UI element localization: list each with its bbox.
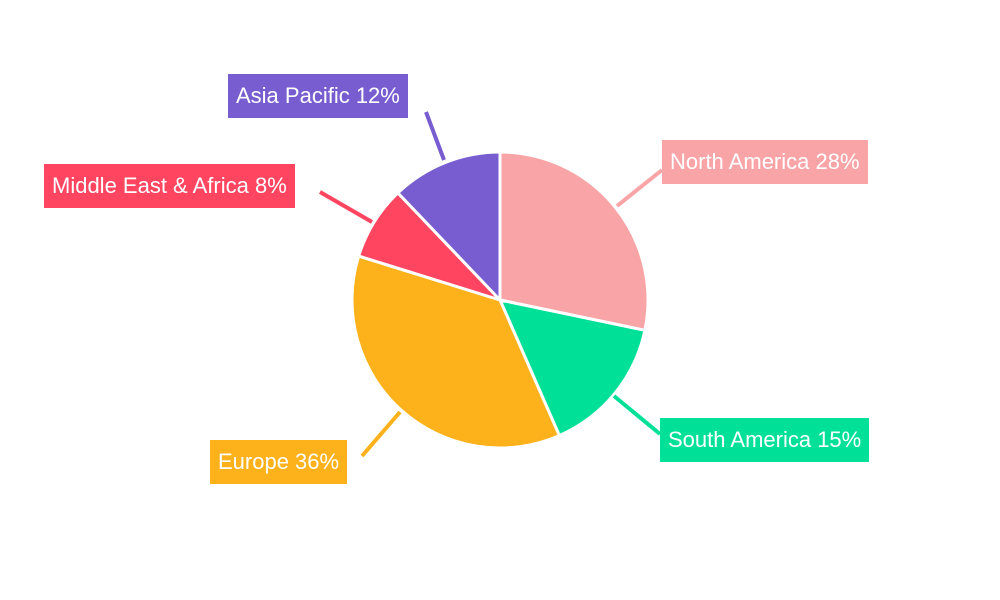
pie-slice-north-america[interactable]	[498, 150, 650, 333]
data-label: Asia Pacific 12%	[228, 74, 408, 118]
leader-line	[424, 111, 446, 161]
leader-line	[612, 394, 662, 436]
data-label: Europe 36%	[210, 440, 348, 484]
pie-slice-europe[interactable]	[350, 254, 562, 450]
data-label: North America 28%	[662, 140, 868, 184]
data-label: Middle East & Africa 8%	[44, 164, 295, 208]
leader-line	[615, 168, 664, 208]
pie-slice-south-america[interactable]	[497, 297, 647, 438]
pie-slice-asia-pacific[interactable]	[395, 150, 502, 304]
leader-line	[319, 190, 373, 224]
data-label: South America 15%	[660, 418, 870, 462]
leader-line	[360, 410, 402, 458]
